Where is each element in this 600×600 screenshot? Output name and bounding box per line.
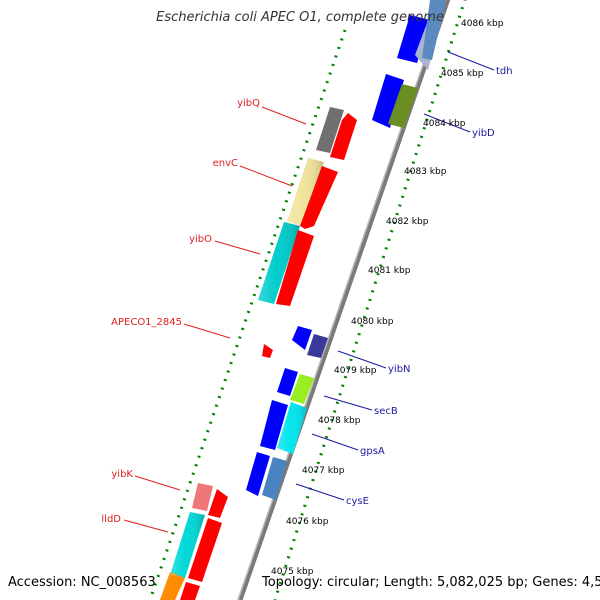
tick-label: 4083 kbp	[404, 167, 447, 177]
gene-label-yibK[interactable]: yibK	[111, 469, 133, 480]
feature-blue-upper[interactable]	[372, 74, 404, 128]
leader-envC	[239, 165, 293, 187]
gene-label-cysE[interactable]: cysE	[346, 496, 369, 507]
kbp-tick-labels: 4086 kbp 4085 kbp 4084 kbp 4083 kbp 4082…	[271, 19, 504, 577]
gene-label-lldD[interactable]: lldD	[101, 514, 121, 525]
leader-secB	[323, 395, 373, 411]
tick-label: 4084 kbp	[423, 119, 466, 129]
feature-secB[interactable]	[290, 374, 314, 404]
leader-yibK	[134, 475, 181, 491]
map-title: Escherichia coli APEC O1, complete genom…	[156, 10, 444, 25]
gene-label-yibD[interactable]: yibD	[472, 128, 495, 139]
feature-cysE[interactable]	[262, 457, 287, 500]
topology-text: Topology: circular; Length: 5,082,025 bp…	[262, 575, 600, 590]
leader-cysE	[295, 483, 345, 501]
leader-yibN	[337, 350, 387, 369]
tick-label: 4078 kbp	[318, 416, 361, 426]
feature-lldD-neighbor[interactable]	[188, 518, 222, 582]
feature-blue-secB[interactable]	[277, 368, 298, 396]
tick-label: 4077 kbp	[302, 466, 345, 476]
feature-envC-neighbor[interactable]	[300, 166, 338, 229]
gene-label-yibQ[interactable]: yibQ	[237, 98, 260, 109]
leader-yibD	[423, 113, 471, 133]
feature-blue-cysE[interactable]	[246, 452, 270, 496]
feature-red-bottom[interactable]	[180, 582, 200, 600]
tick-label: 4081 kbp	[368, 266, 411, 276]
gene-label-secB[interactable]: secB	[374, 406, 398, 417]
leader-APECO1_2845	[183, 323, 231, 339]
feature-yibO-neighbor[interactable]	[276, 230, 314, 306]
feature-yibQ-neighbor[interactable]	[330, 113, 357, 160]
tick-label: 4075 kbp	[271, 567, 314, 577]
feature-shading	[170, 158, 324, 578]
leader-yibO	[214, 240, 261, 255]
tick-label: 4079 kbp	[334, 366, 377, 376]
feature-orange[interactable]	[160, 572, 185, 600]
tick-label: 4080 kbp	[351, 317, 394, 327]
tick-label: 4076 kbp	[286, 517, 329, 527]
leader-lldD	[123, 519, 169, 533]
tick-label: 4086 kbp	[461, 19, 504, 29]
inner-feature-ring	[273, 0, 467, 600]
accession-text: Accession: NC_008563	[8, 575, 156, 590]
leader-tdh	[447, 51, 495, 71]
feature-blue-mid[interactable]	[292, 326, 312, 350]
gene-label-APECO1_2845[interactable]: APECO1_2845	[111, 317, 182, 328]
feature-yibK-neighbor[interactable]	[208, 489, 228, 518]
feature-yibN[interactable]	[307, 334, 328, 358]
gene-label-yibO[interactable]: yibO	[189, 234, 212, 245]
left-leader-lines	[123, 106, 307, 533]
gene-label-gpsA[interactable]: gpsA	[360, 446, 385, 457]
feature-tdh-neighbor[interactable]	[422, 0, 446, 60]
gene-label-envC[interactable]: envC	[213, 158, 238, 169]
feature-top-blue[interactable]	[397, 15, 430, 63]
leader-gpsA	[311, 433, 359, 451]
feature-yibK[interactable]	[192, 483, 213, 511]
gene-label-tdh[interactable]: tdh	[496, 66, 513, 77]
feature-yibD[interactable]	[388, 84, 418, 128]
right-leader-lines	[295, 51, 495, 501]
reverse-gene-labels: tdh yibD yibN secB gpsA cysE	[346, 66, 513, 507]
feature-yibQ[interactable]	[316, 107, 344, 153]
forward-gene-labels: yibQ envC yibO APECO1_2845 yibK lldD	[101, 98, 260, 525]
tick-label: 4082 kbp	[386, 217, 429, 227]
gene-label-yibN[interactable]: yibN	[388, 364, 411, 375]
feature-APECO1_2845[interactable]	[262, 344, 273, 358]
tick-label: 4085 kbp	[441, 69, 484, 79]
leader-yibQ	[261, 106, 307, 125]
outer-feature-ring	[148, 29, 347, 600]
feature-blue-gpsA[interactable]	[260, 400, 288, 450]
